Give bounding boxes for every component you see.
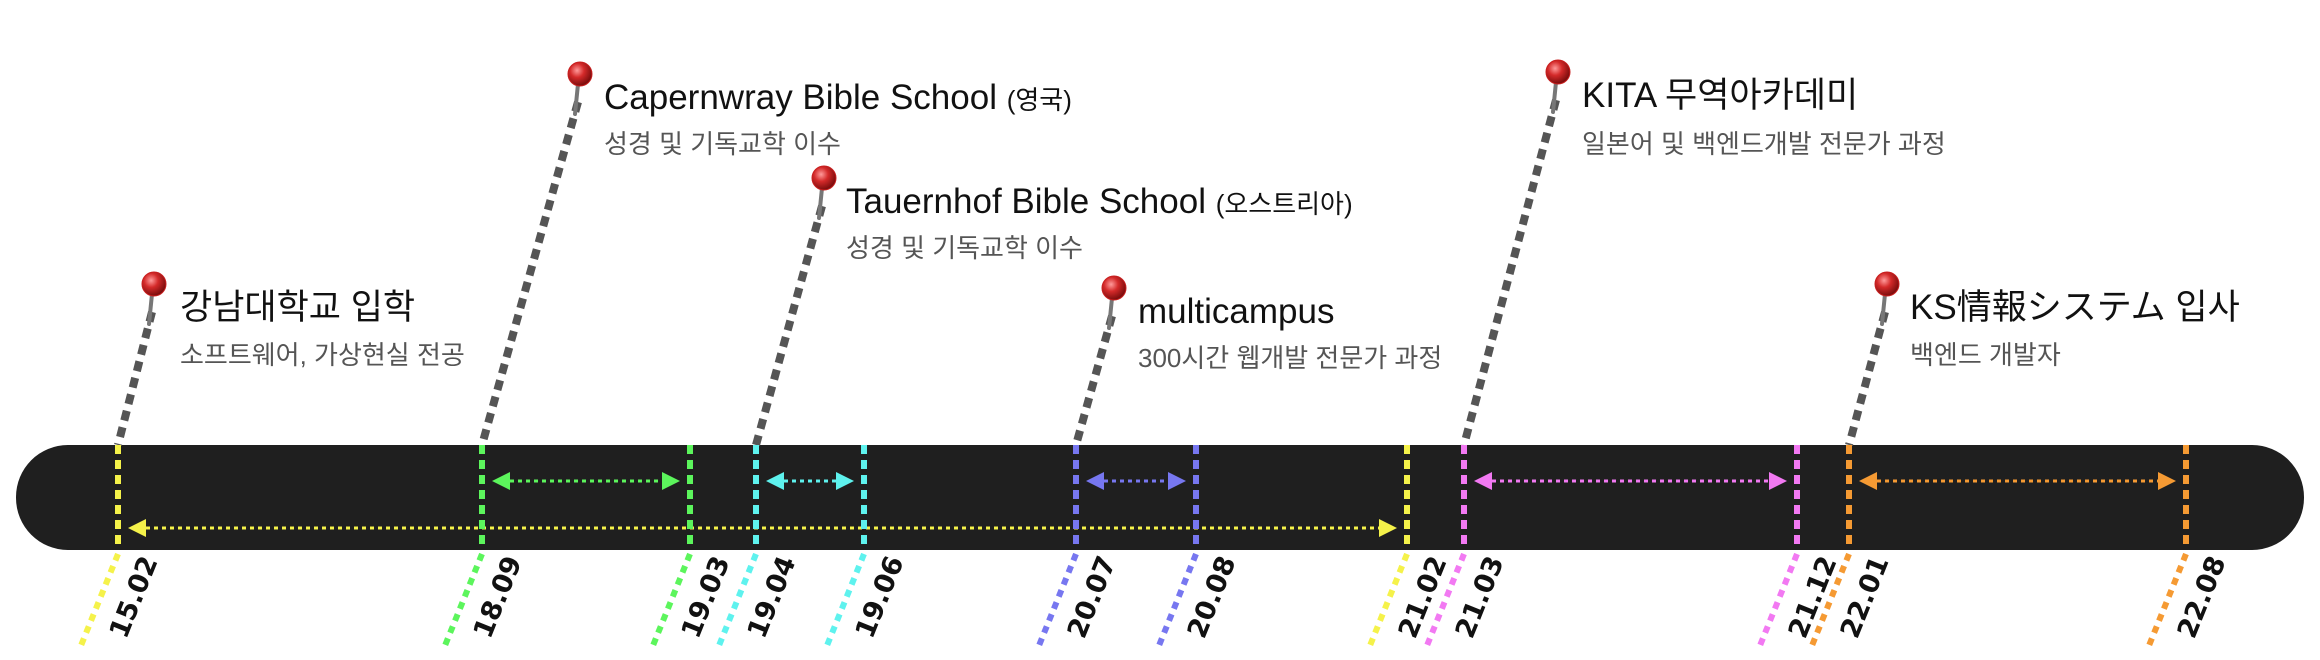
event-title: 강남대학교 입학 (180, 288, 415, 327)
period-arrowhead-left (1474, 472, 1492, 490)
period-arrowhead-right (2158, 472, 2176, 490)
date-label: 19.06 (850, 552, 911, 643)
period-arrowhead-right (1379, 519, 1397, 537)
date-label: 15.02 (104, 552, 165, 643)
date-label: 21.02 (1393, 552, 1454, 643)
period-arrowhead-left (128, 519, 146, 537)
period-arrowhead-left (766, 472, 784, 490)
event-title: multicampus (1138, 292, 1334, 331)
date-tick-line (77, 552, 121, 650)
period-arrowhead-right (662, 472, 680, 490)
timeline-bar (16, 445, 2304, 550)
event-capernwray: Capernwray Bible School (영국) 성경 및 기독교학 이… (567, 61, 1072, 159)
pin-needle (573, 82, 580, 116)
pin-icon (1874, 271, 1900, 326)
date-label: 19.04 (742, 552, 803, 643)
period-markers (115, 445, 2189, 550)
pin-icon (567, 61, 593, 116)
date-tick-line (715, 552, 759, 650)
pin-head (1874, 271, 1900, 297)
date-tick-line (649, 552, 693, 650)
period-arrowhead-left (1859, 472, 1877, 490)
leader-lines (114, 98, 1889, 447)
date-label: 20.07 (1062, 552, 1123, 643)
leader-line (752, 204, 826, 447)
date-tick-line (2145, 552, 2189, 650)
period-arrowhead-left (1086, 472, 1104, 490)
pin-needle (147, 292, 154, 326)
pin-icon (811, 165, 837, 220)
date-tick-line (1423, 552, 1467, 650)
leader-line (1845, 310, 1889, 447)
pin-head (1545, 59, 1571, 85)
event-title: Tauernhof Bible School (오스트리아) (846, 182, 1353, 221)
pin-head (141, 271, 167, 297)
date-tick-line (1155, 552, 1199, 650)
pin-head (567, 61, 593, 87)
pin-needle (1551, 80, 1558, 114)
date-tick-line (1366, 552, 1410, 650)
pin-head (811, 165, 837, 191)
leader-line (114, 311, 156, 446)
date-tick-line (1808, 552, 1852, 650)
pin-icon (141, 271, 167, 326)
event-subtitle: 300시간 웹개발 전문가 과정 (1138, 343, 1442, 373)
period-arrowhead-right (1769, 472, 1787, 490)
date-label: 18.09 (468, 552, 529, 643)
date-label: 22.01 (1835, 552, 1896, 643)
date-tick-line (441, 552, 485, 650)
leader-line (1072, 314, 1116, 447)
date-label: 22.08 (2172, 552, 2233, 643)
date-label: 20.08 (1182, 552, 1243, 643)
event-kita: KITA 무역아카데미 일본어 및 백엔드개발 전문가 과정 (1545, 59, 1946, 159)
pin-icon (1545, 59, 1571, 114)
pin-icon (1101, 275, 1127, 330)
date-label: 21.03 (1450, 552, 1511, 643)
leader-line (1460, 98, 1560, 447)
date-tick-line (1035, 552, 1079, 650)
date-tick-line (1756, 552, 1800, 650)
event-subtitle: 성경 및 기독교학 이수 (846, 233, 1083, 263)
pin-needle (1880, 292, 1887, 326)
event-title: KITA 무역아카데미 (1582, 76, 1858, 115)
event-title: KS情報システム 입사 (1910, 288, 2240, 327)
event-subtitle: 백엔드 개발자 (1910, 340, 2061, 370)
event-tauernhof: Tauernhof Bible School (오스트리아) 성경 및 기독교학… (811, 165, 1353, 263)
event-subtitle: 일본어 및 백엔드개발 전문가 과정 (1582, 129, 1946, 159)
event-title: Capernwray Bible School (영국) (604, 78, 1072, 117)
period-arrowhead-left (492, 472, 510, 490)
pin-needle (1107, 296, 1114, 330)
event-multicampus: multicampus 300시간 웹개발 전문가 과정 (1101, 275, 1442, 373)
leader-line (478, 100, 582, 447)
event-ks-joho-system: KS情報システム 입사 백엔드 개발자 (1874, 271, 2240, 370)
pin-needle (817, 186, 824, 220)
period-arrowhead-right (836, 472, 854, 490)
period-arrowhead-right (1168, 472, 1186, 490)
pin-head (1101, 275, 1127, 301)
event-subtitle: 성경 및 기독교학 이수 (604, 129, 841, 159)
event-subtitle: 소프트웨어, 가상현실 전공 (180, 340, 465, 370)
date-tick-line (823, 552, 867, 650)
event-gangnam-university: 강남대학교 입학 소프트웨어, 가상현실 전공 (141, 271, 465, 370)
